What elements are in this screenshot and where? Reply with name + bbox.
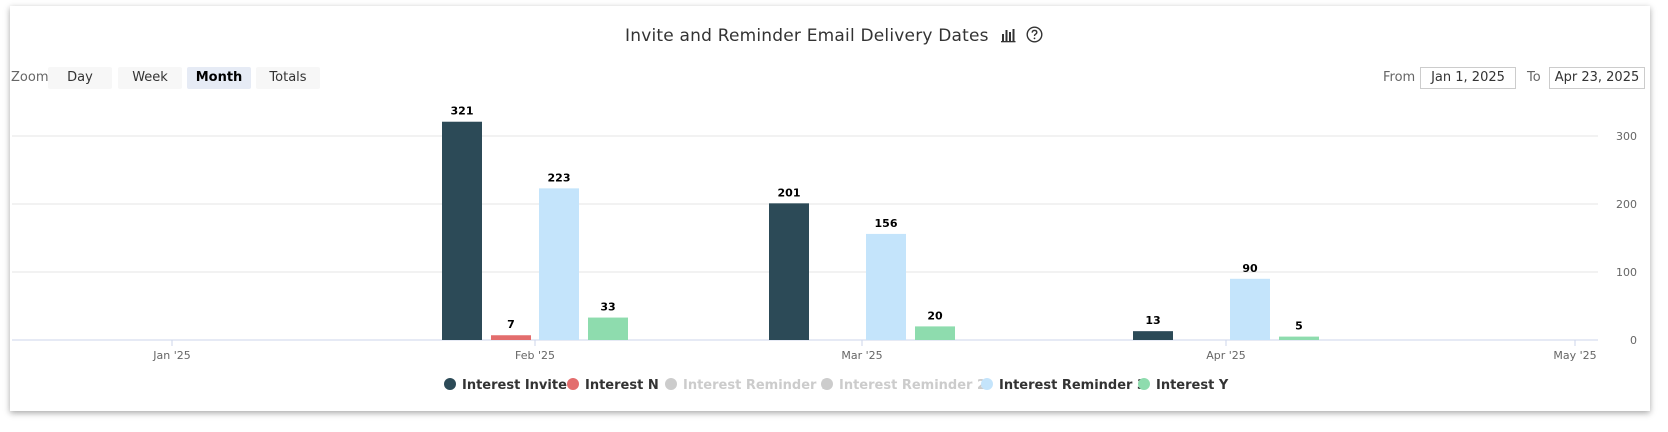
data-label: 5 [1295,320,1303,333]
legend-label: Interest Reminder 3 [999,378,1147,393]
bar-interest-reminder-3 [1230,278,1270,340]
bar-interest-invite [442,121,482,340]
legend-marker [1138,378,1150,390]
bar-interest-n [491,335,531,340]
data-label: 321 [451,105,474,118]
question-circle-icon[interactable] [1026,26,1043,48]
legend-label: Interest Y [1156,378,1229,393]
x-tick-label: May '25 [1553,349,1596,362]
bar-interest-reminder-3 [539,188,579,340]
legend-item-interest-reminder-1[interactable]: Interest Reminder 1 [665,378,830,393]
bar-interest-invite [769,203,809,340]
legend-marker [444,378,456,390]
y-tick-label: 100 [1616,266,1637,279]
zoom-label: Zoom [11,70,49,85]
legend-marker [665,378,677,390]
zoom-month-button[interactable]: Month [187,67,251,89]
legend-label: Interest Reminder 2 [839,378,987,393]
y-tick-label: 0 [1630,334,1637,347]
chart-title: Invite and Reminder Email Delivery Dates [0,26,1668,48]
data-label: 20 [927,309,943,322]
chart-title-text: Invite and Reminder Email Delivery Dates [625,26,989,46]
bar-chart-icon[interactable] [1000,27,1016,48]
legend-label: Interest N [585,378,659,393]
legend-label: Interest Invite [462,378,567,393]
legend-label: Interest Reminder 1 [683,378,831,393]
data-label: 223 [548,171,571,184]
bar-interest-y [1279,336,1319,340]
y-tick-label: 300 [1616,130,1637,143]
zoom-totals-button[interactable]: Totals [256,67,320,89]
bar-interest-y [588,317,628,340]
legend-item-interest-reminder-2[interactable]: Interest Reminder 2 [821,378,986,393]
legend-marker [567,378,579,390]
data-label: 90 [1242,262,1258,275]
zoom-week-button[interactable]: Week [118,67,182,89]
legend-item-interest-invite[interactable]: Interest Invite [444,378,567,393]
x-tick-label: Mar '25 [841,349,882,362]
data-label: 156 [875,217,898,230]
data-label: 201 [778,186,801,199]
legend-item-interest-n[interactable]: Interest N [567,378,659,393]
y-tick-label: 200 [1616,198,1637,211]
legend-item-interest-y[interactable]: Interest Y [1138,378,1228,393]
x-tick-label: Apr '25 [1206,349,1246,362]
bar-interest-invite [1133,331,1173,340]
data-label: 7 [507,318,515,331]
zoom-day-button[interactable]: Day [48,67,112,89]
range-to-input[interactable]: Apr 23, 2025 [1549,67,1645,89]
legend-marker [981,378,993,390]
bar-interest-y [915,326,955,340]
data-label: 33 [600,301,615,314]
range-from-input[interactable]: Jan 1, 2025 [1420,67,1516,89]
range-from-label: From [1383,70,1416,85]
range-to-label: To [1527,70,1541,85]
x-tick-label: Feb '25 [515,349,555,362]
legend-marker [821,378,833,390]
bar-interest-reminder-3 [866,233,906,340]
x-tick-label: Jan '25 [152,349,190,362]
legend-item-interest-reminder-3[interactable]: Interest Reminder 3 [981,378,1146,393]
data-label: 13 [1145,314,1160,327]
